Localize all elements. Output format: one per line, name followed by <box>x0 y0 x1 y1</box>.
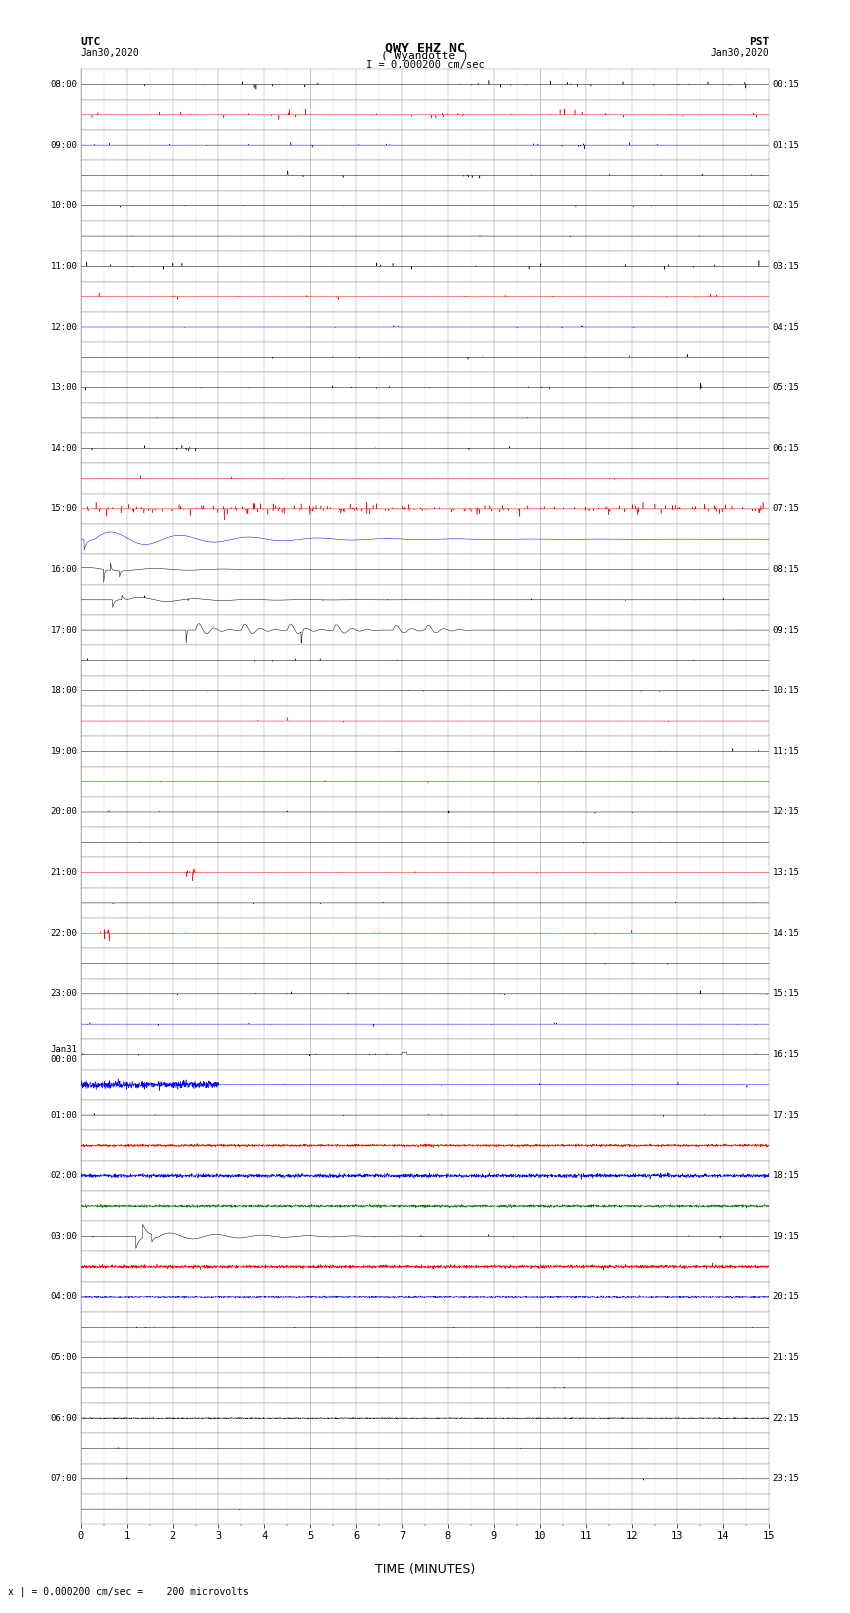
Text: 17:15: 17:15 <box>773 1111 800 1119</box>
Text: 05:00: 05:00 <box>50 1353 77 1361</box>
Text: 20:15: 20:15 <box>773 1292 800 1302</box>
Text: 01:00: 01:00 <box>50 1111 77 1119</box>
Text: 11:00: 11:00 <box>50 261 77 271</box>
Text: 08:15: 08:15 <box>773 565 800 574</box>
Text: 01:15: 01:15 <box>773 140 800 150</box>
Text: 06:00: 06:00 <box>50 1413 77 1423</box>
Text: 17:00: 17:00 <box>50 626 77 634</box>
Text: 21:00: 21:00 <box>50 868 77 877</box>
Text: 23:15: 23:15 <box>773 1474 800 1484</box>
Text: 12:15: 12:15 <box>773 808 800 816</box>
Text: UTC: UTC <box>81 37 101 47</box>
Text: 02:00: 02:00 <box>50 1171 77 1181</box>
Text: 18:15: 18:15 <box>773 1171 800 1181</box>
Text: 14:00: 14:00 <box>50 444 77 453</box>
Text: 04:15: 04:15 <box>773 323 800 332</box>
Text: Jan30,2020: Jan30,2020 <box>81 48 139 58</box>
Text: 21:15: 21:15 <box>773 1353 800 1361</box>
Text: 19:15: 19:15 <box>773 1232 800 1240</box>
Text: 16:00: 16:00 <box>50 565 77 574</box>
Text: 05:15: 05:15 <box>773 384 800 392</box>
Text: I = 0.000200 cm/sec: I = 0.000200 cm/sec <box>366 60 484 71</box>
Text: 08:00: 08:00 <box>50 81 77 89</box>
Text: 13:00: 13:00 <box>50 384 77 392</box>
Text: Jan30,2020: Jan30,2020 <box>711 48 769 58</box>
Text: 13:15: 13:15 <box>773 868 800 877</box>
Text: 23:00: 23:00 <box>50 989 77 998</box>
Text: 06:15: 06:15 <box>773 444 800 453</box>
Text: 09:15: 09:15 <box>773 626 800 634</box>
Text: 07:15: 07:15 <box>773 505 800 513</box>
Text: 12:00: 12:00 <box>50 323 77 332</box>
Text: 04:00: 04:00 <box>50 1292 77 1302</box>
Text: 14:15: 14:15 <box>773 929 800 937</box>
Text: x | = 0.000200 cm/sec =    200 microvolts: x | = 0.000200 cm/sec = 200 microvolts <box>8 1586 249 1597</box>
Text: 00:15: 00:15 <box>773 81 800 89</box>
Text: 10:15: 10:15 <box>773 686 800 695</box>
Text: Jan31
00:00: Jan31 00:00 <box>50 1045 77 1065</box>
Text: 03:15: 03:15 <box>773 261 800 271</box>
Text: 03:00: 03:00 <box>50 1232 77 1240</box>
Text: 16:15: 16:15 <box>773 1050 800 1060</box>
Text: 09:00: 09:00 <box>50 140 77 150</box>
Text: 10:00: 10:00 <box>50 202 77 210</box>
Text: ( Wyandotte ): ( Wyandotte ) <box>381 50 469 61</box>
Text: 07:00: 07:00 <box>50 1474 77 1484</box>
Text: QWY EHZ NC: QWY EHZ NC <box>385 40 465 55</box>
Text: 20:00: 20:00 <box>50 808 77 816</box>
Text: 15:15: 15:15 <box>773 989 800 998</box>
Text: PST: PST <box>749 37 769 47</box>
Text: 22:00: 22:00 <box>50 929 77 937</box>
Text: 15:00: 15:00 <box>50 505 77 513</box>
Text: TIME (MINUTES): TIME (MINUTES) <box>375 1563 475 1576</box>
Text: 18:00: 18:00 <box>50 686 77 695</box>
Text: 19:00: 19:00 <box>50 747 77 756</box>
Text: 02:15: 02:15 <box>773 202 800 210</box>
Text: 22:15: 22:15 <box>773 1413 800 1423</box>
Text: 11:15: 11:15 <box>773 747 800 756</box>
